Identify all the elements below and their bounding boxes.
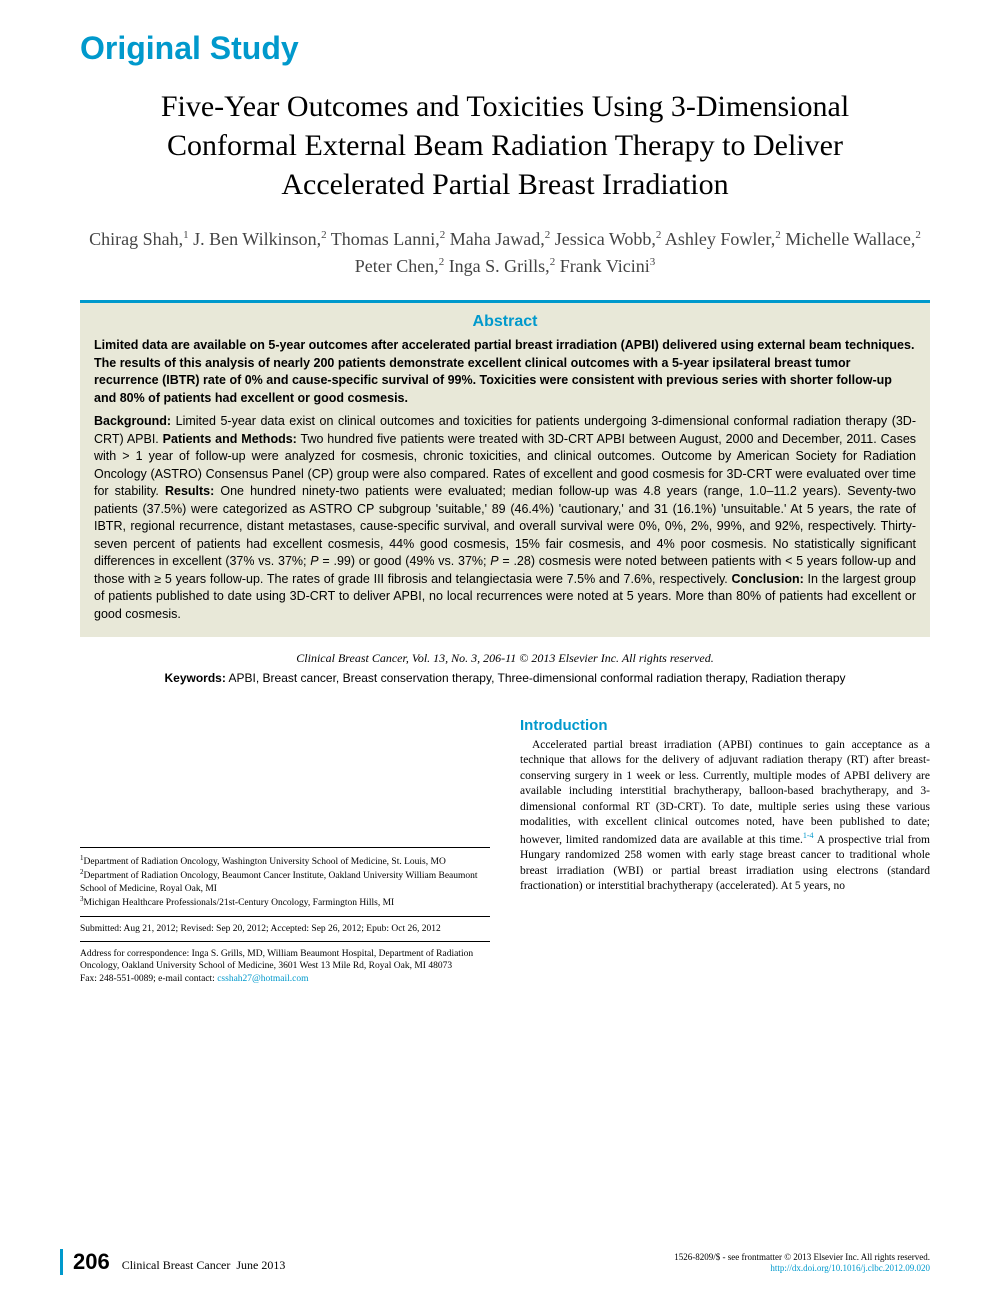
page-number: 206 [73,1249,110,1275]
abstract-summary: Limited data are available on 5-year out… [94,337,916,407]
doi-link[interactable]: http://dx.doi.org/10.1016/j.clbc.2012.09… [674,1263,930,1275]
keywords-line: Keywords: APBI, Breast cancer, Breast co… [80,670,930,687]
article-title: Five-Year Outcomes and Toxicities Using … [100,87,910,204]
submitted-dates: Submitted: Aug 21, 2012; Revised: Sep 20… [80,923,490,935]
abstract-box: Abstract Limited data are available on 5… [80,300,930,637]
section-label: Original Study [80,30,930,67]
two-column-region: 1Department of Radiation Oncology, Washi… [80,717,930,985]
keywords-text: APBI, Breast cancer, Breast conservation… [229,671,846,685]
footer-left: 206 Clinical Breast Cancer June 2013 [60,1249,285,1275]
footer-right: 1526-8209/$ - see frontmatter © 2013 Els… [674,1252,930,1275]
divider [80,916,490,917]
correspondence-address: Address for correspondence: Inga S. Gril… [80,948,490,973]
affiliation-2: 2Department of Radiation Oncology, Beaum… [80,868,490,895]
abstract-heading: Abstract [94,313,916,331]
fax-email-line: Fax: 248-551-0089; e-mail contact: cssha… [80,973,490,985]
introduction-heading: Introduction [520,717,930,734]
journal-footer: Clinical Breast Cancer June 2013 [122,1258,286,1273]
affiliations-block: 1Department of Radiation Oncology, Washi… [80,847,490,985]
email-link[interactable]: csshah27@hotmail.com [217,974,308,984]
divider [80,941,490,942]
right-column: Introduction Accelerated partial breast … [520,717,930,985]
page-footer: 206 Clinical Breast Cancer June 2013 152… [60,1249,930,1275]
affiliation-3: 3Michigan Healthcare Professionals/21st-… [80,895,490,910]
introduction-body: Accelerated partial breast irradiation (… [520,738,930,895]
keywords-label: Keywords: [164,671,225,685]
affiliation-1: 1Department of Radiation Oncology, Washi… [80,854,490,869]
frontmatter-line: 1526-8209/$ - see frontmatter © 2013 Els… [674,1252,930,1264]
left-column: 1Department of Radiation Oncology, Washi… [80,717,490,985]
authors-list: Chirag Shah,1 J. Ben Wilkinson,2 Thomas … [80,226,930,280]
citation-line: Clinical Breast Cancer, Vol. 13, No. 3, … [80,651,930,666]
abstract-body: Background: Limited 5-year data exist on… [94,413,916,623]
